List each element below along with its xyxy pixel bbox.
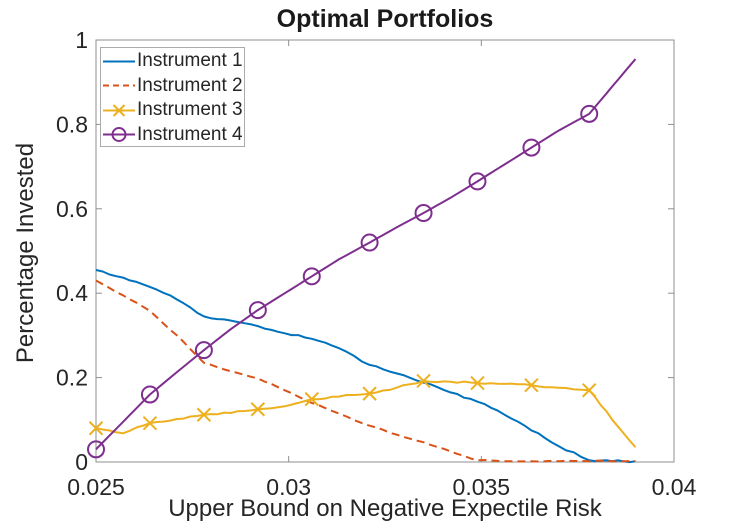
marker-x (304, 391, 319, 407)
marker-x (470, 375, 485, 391)
marker-x (524, 377, 539, 393)
marker-x (582, 383, 597, 398)
marker-circle (302, 267, 321, 286)
legend-marker-x (112, 104, 126, 117)
legend-label-instrument-2: Instrument 2 (137, 74, 243, 96)
legend-marker-circle (111, 127, 127, 143)
marker-circle (360, 233, 379, 252)
legend-sample-line-instrument-2 (103, 84, 135, 87)
y-tick-label: 1 (75, 27, 88, 53)
marker-x (88, 421, 104, 436)
marker-x (142, 415, 158, 431)
x-tick-label: 0.035 (453, 474, 511, 500)
marker-circle (522, 138, 541, 157)
legend-item-instrument-3: Instrument 3 (101, 98, 244, 123)
series-line-instrument-2 (95, 279, 636, 463)
legend-item-instrument-1: Instrument 1 (101, 49, 244, 74)
marker-x (250, 402, 266, 417)
y-tick-label: 0.6 (56, 196, 88, 222)
plot-border (95, 39, 675, 463)
y-tick-label: 0.4 (56, 280, 88, 306)
series-line-instrument-1 (95, 269, 636, 464)
legend-label-instrument-3: Instrument 3 (137, 99, 243, 121)
marker-x (196, 407, 212, 422)
y-tick-label: 0 (75, 449, 88, 475)
y-axis-label: Percentage Invested (12, 142, 39, 364)
legend-sample-line-instrument-1 (103, 60, 135, 63)
marker-x (416, 373, 431, 389)
x-tick-label: 0.04 (652, 474, 697, 500)
x-axis-label: Upper Bound on Negative Expectile Risk (168, 495, 602, 522)
marker-circle (140, 385, 159, 404)
series-line-instrument-4 (95, 58, 637, 451)
marker-x (362, 386, 377, 401)
legend-box: Instrument 1 Instrument 2 Instrument 3 I… (100, 47, 245, 147)
legend-item-instrument-4: Instrument 4 (101, 123, 244, 148)
marker-circle (248, 301, 267, 320)
x-tick-label: 0.03 (266, 474, 311, 500)
legend-sample-line-instrument-3 (103, 104, 135, 117)
legend-item-instrument-2: Instrument 2 (101, 74, 244, 99)
legend-sample-line-instrument-4 (103, 127, 135, 143)
marker-circle (414, 204, 433, 223)
marker-circle (468, 172, 487, 191)
marker-circle (194, 341, 213, 360)
chart-title: Optimal Portfolios (276, 5, 494, 33)
y-tick-label: 0.8 (56, 111, 88, 137)
y-tick-label: 0.2 (56, 365, 88, 391)
legend-label-instrument-1: Instrument 1 (137, 50, 243, 72)
x-tick-label: 0.025 (67, 474, 125, 500)
marker-circle (87, 440, 105, 459)
marker-circle (580, 104, 599, 123)
legend-label-instrument-4: Instrument 4 (137, 123, 243, 145)
